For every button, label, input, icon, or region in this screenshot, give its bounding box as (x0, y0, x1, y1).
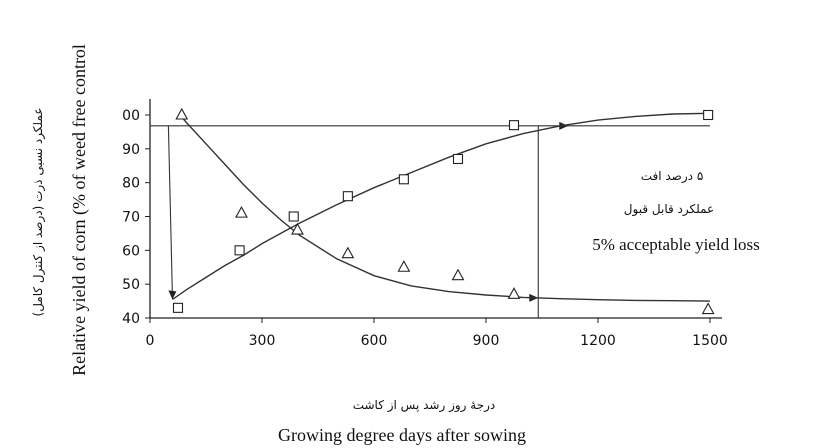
triangle-marker (235, 205, 248, 218)
triangle-marker (397, 260, 411, 272)
triangle-marker (175, 107, 189, 120)
square-marker (288, 211, 299, 222)
x-tick-label: 1200 (580, 333, 616, 349)
square-marker (452, 153, 464, 165)
triangle-marker (451, 268, 465, 281)
fitted-curve-rising (172, 112, 711, 300)
x-tick-label: 0 (146, 333, 155, 349)
annotation-fa-line1: ۵ درصد افت (641, 169, 704, 184)
y-tick-label: 80 (122, 176, 140, 192)
y-axis-label-fa: عملکرد نسبی ذرت (درصد از کنترل کامل) (31, 108, 46, 317)
square-marker (172, 302, 184, 313)
annotation-en: 5% acceptable yield loss (592, 235, 760, 254)
y-tick-label: 00 (122, 108, 140, 124)
y-tick-label: 70 (122, 210, 140, 226)
fitted-curves (172, 112, 711, 302)
triangle-marker (507, 287, 521, 299)
x-axis-label-fa: درجهٔ روز رشد پس از کاشت (353, 398, 496, 413)
axes (145, 99, 722, 323)
data-points (172, 107, 715, 315)
x-axis-label: Growing degree days after sowing (278, 425, 526, 445)
triangle-marker (341, 246, 355, 259)
y-axis-label: Relative yield of corn (% of weed free c… (69, 44, 90, 376)
x-tick-label: 1500 (692, 333, 728, 349)
square-marker (398, 174, 409, 185)
fitted-curve-falling (179, 114, 711, 302)
y-tick-label: 50 (122, 277, 140, 293)
square-marker (234, 245, 245, 256)
y-tick-label: 40 (122, 311, 140, 327)
triangle-marker (701, 302, 715, 315)
triangle-marker (291, 222, 304, 235)
x-tick-label: 600 (361, 333, 388, 349)
arrow-head (168, 290, 177, 300)
square-marker (508, 120, 520, 131)
tick-labels: 0 300 600 900 1200 1500 40 50 60 70 80 90 00 (122, 108, 728, 349)
reference-line-drop (167, 125, 173, 296)
square-marker (703, 109, 714, 121)
x-tick-label: 300 (249, 333, 276, 349)
annotation-fa-line2: عملکرد قابل قبول (624, 202, 714, 217)
y-tick-label: 60 (122, 243, 140, 259)
square-marker (342, 191, 353, 202)
y-tick-label: 90 (122, 142, 140, 158)
x-tick-label: 900 (473, 333, 500, 349)
